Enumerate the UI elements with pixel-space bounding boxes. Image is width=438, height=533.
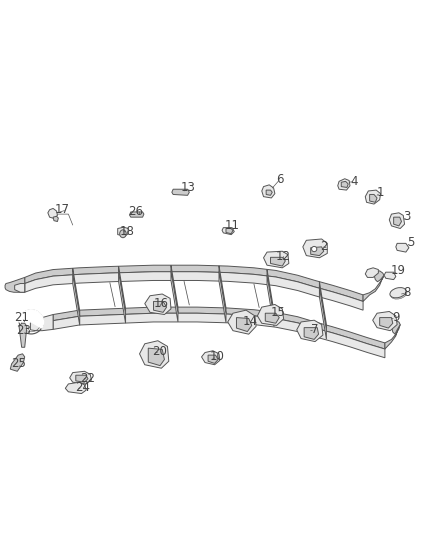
Polygon shape (389, 213, 405, 229)
Polygon shape (119, 272, 126, 323)
Text: 21: 21 (14, 311, 29, 324)
Text: 9: 9 (392, 311, 399, 324)
Polygon shape (19, 323, 27, 348)
Text: 3: 3 (403, 210, 410, 223)
Text: 22: 22 (81, 372, 95, 385)
Polygon shape (14, 284, 25, 292)
Text: 20: 20 (152, 345, 167, 358)
Polygon shape (73, 274, 80, 325)
Ellipse shape (390, 288, 406, 298)
Polygon shape (262, 185, 275, 198)
Polygon shape (48, 208, 57, 219)
Polygon shape (145, 294, 171, 314)
Polygon shape (237, 318, 252, 332)
Ellipse shape (120, 230, 126, 238)
Polygon shape (228, 310, 256, 334)
Polygon shape (65, 382, 86, 393)
Polygon shape (226, 228, 233, 234)
Text: 25: 25 (11, 357, 25, 370)
Polygon shape (148, 348, 164, 366)
Text: 14: 14 (243, 316, 258, 328)
Polygon shape (70, 372, 92, 384)
Polygon shape (267, 275, 274, 327)
Polygon shape (11, 354, 25, 372)
Polygon shape (222, 228, 234, 235)
Polygon shape (73, 268, 80, 316)
Polygon shape (392, 321, 400, 334)
Polygon shape (171, 271, 178, 322)
Polygon shape (385, 325, 400, 349)
Polygon shape (304, 328, 318, 340)
Polygon shape (53, 216, 58, 222)
Wedge shape (19, 310, 43, 328)
Polygon shape (338, 179, 350, 190)
Polygon shape (219, 266, 226, 313)
Polygon shape (363, 275, 384, 302)
Polygon shape (394, 217, 402, 226)
Text: 5: 5 (407, 236, 415, 249)
Text: 19: 19 (391, 264, 406, 277)
Polygon shape (297, 320, 323, 342)
Polygon shape (25, 265, 363, 302)
Text: 11: 11 (225, 220, 240, 232)
Text: 7: 7 (311, 324, 319, 336)
Polygon shape (396, 244, 409, 252)
Polygon shape (171, 265, 178, 313)
Polygon shape (303, 239, 327, 258)
Text: 8: 8 (403, 286, 410, 299)
Text: 18: 18 (120, 225, 135, 238)
Text: 24: 24 (75, 381, 90, 394)
Polygon shape (370, 195, 377, 203)
Polygon shape (373, 311, 397, 330)
Text: 15: 15 (271, 306, 286, 319)
Polygon shape (271, 257, 286, 266)
Polygon shape (374, 271, 384, 282)
Text: 17: 17 (54, 203, 69, 216)
Polygon shape (208, 355, 218, 364)
Polygon shape (380, 318, 393, 328)
Polygon shape (118, 227, 128, 236)
Ellipse shape (311, 246, 317, 252)
Polygon shape (172, 189, 189, 195)
Text: 2: 2 (320, 240, 328, 253)
Polygon shape (201, 351, 220, 365)
Polygon shape (311, 247, 324, 256)
Text: 6: 6 (276, 173, 284, 185)
Polygon shape (153, 302, 166, 312)
Polygon shape (53, 313, 385, 358)
Polygon shape (25, 272, 363, 310)
Text: 1: 1 (377, 186, 384, 199)
Polygon shape (319, 287, 326, 339)
Polygon shape (341, 181, 348, 188)
Polygon shape (76, 375, 88, 382)
Polygon shape (265, 313, 279, 323)
Polygon shape (5, 277, 25, 292)
Polygon shape (30, 314, 53, 330)
Text: 4: 4 (350, 175, 358, 188)
Polygon shape (119, 266, 126, 314)
Text: 26: 26 (128, 205, 144, 219)
Text: 16: 16 (154, 297, 169, 310)
Ellipse shape (391, 289, 407, 299)
Polygon shape (384, 272, 396, 280)
Polygon shape (219, 271, 226, 322)
Polygon shape (258, 304, 284, 326)
Polygon shape (319, 281, 326, 330)
Text: 12: 12 (276, 250, 291, 263)
Text: 13: 13 (181, 181, 196, 195)
Polygon shape (140, 341, 169, 368)
Polygon shape (130, 212, 144, 217)
Polygon shape (267, 269, 274, 318)
Polygon shape (53, 307, 385, 349)
Text: 23: 23 (16, 324, 31, 337)
Text: 10: 10 (209, 350, 224, 364)
Polygon shape (264, 251, 289, 268)
Polygon shape (266, 190, 272, 195)
Polygon shape (365, 190, 381, 204)
Polygon shape (365, 268, 378, 277)
